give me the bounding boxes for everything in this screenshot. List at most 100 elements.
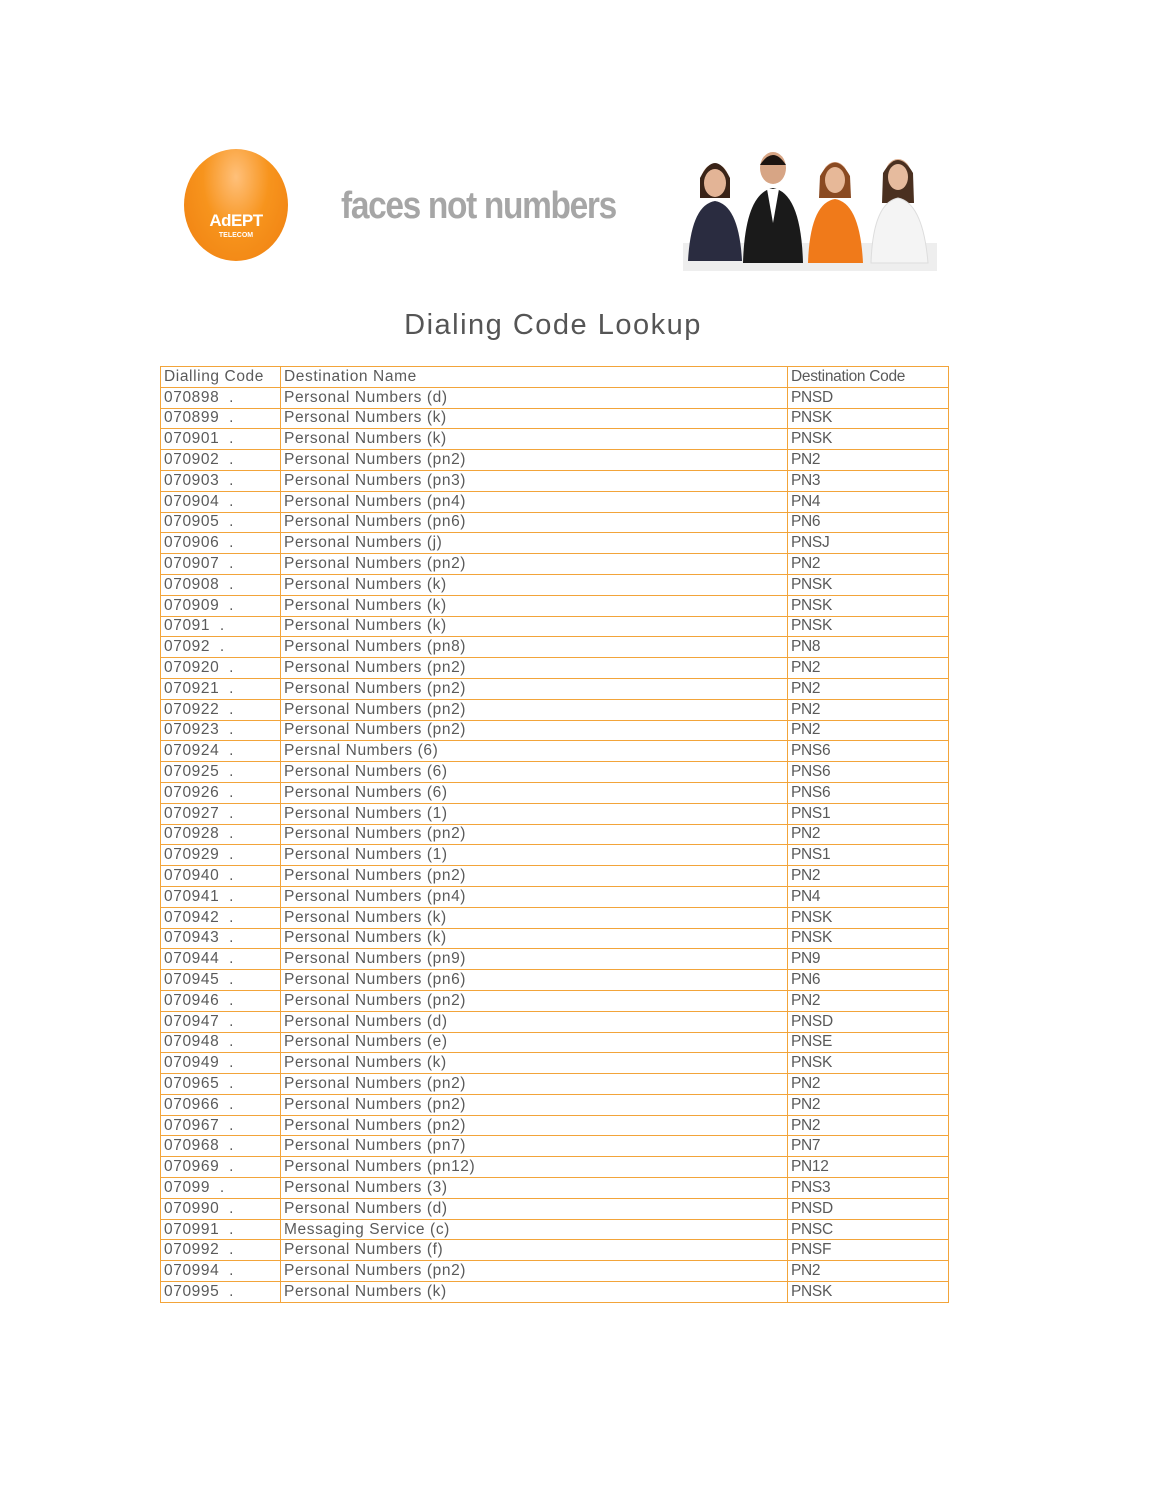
table-row: 070928 . Personal Numbers (pn2) PN2: [160, 823, 949, 846]
destination-code-cell: PN2: [787, 719, 949, 742]
destination-code-cell: PNSK: [787, 927, 949, 950]
destination-code-cell: PN2: [787, 865, 949, 887]
header-dialling-code: Dialling Code: [160, 366, 281, 388]
table-row: 070907 . Personal Numbers (pn2) PN2: [160, 553, 949, 575]
table-row: 07091 . Personal Numbers (k) PNSK: [160, 615, 949, 638]
destination-code-cell: PNSK: [787, 594, 949, 617]
logo-brand: AdEPT: [209, 211, 263, 230]
destination-code-cell: PN2: [787, 698, 949, 721]
destination-code-cell: PNSK: [787, 573, 949, 596]
dialling-code-cell: 070928 .: [160, 823, 281, 846]
dialling-code-cell: 070902 .: [160, 449, 281, 471]
destination-code-cell: PNSF: [787, 1239, 949, 1262]
destination-name-cell: Personal Numbers (k): [280, 573, 788, 596]
table-row: 070898 . Personal Numbers (d) PNSD: [160, 386, 949, 409]
destination-name-cell: Personal Numbers (pn2): [280, 698, 788, 721]
destination-name-cell: Personal Numbers (pn2): [280, 1073, 788, 1095]
table-row: 070965 . Personal Numbers (pn2) PN2: [160, 1073, 949, 1095]
team-photo: [683, 152, 937, 271]
table-row: 070925 . Personal Numbers (6) PNS6: [160, 761, 949, 783]
destination-name-cell: Personal Numbers (pn4): [280, 885, 788, 908]
destination-name-cell: Personal Numbers (pn2): [280, 865, 788, 887]
dialling-code-cell: 070921 .: [160, 677, 281, 700]
destination-name-cell: Personal Numbers (6): [280, 781, 788, 804]
table-row: 070921 . Personal Numbers (pn2) PN2: [160, 677, 949, 700]
dialling-code-cell: 070941 .: [160, 885, 281, 908]
dialling-code-cell: 070909 .: [160, 594, 281, 617]
page-title: Dialing Code Lookup: [404, 309, 702, 341]
table-row: 070922 . Personal Numbers (pn2) PN2: [160, 698, 949, 721]
table-row: 070926 . Personal Numbers (6) PNS6: [160, 781, 949, 804]
table-row: 070905 . Personal Numbers (pn6) PN6: [160, 511, 949, 534]
dialling-code-cell: 070901 .: [160, 428, 281, 451]
destination-name-cell: Persnal Numbers (6): [280, 740, 788, 763]
destination-code-cell: PN7: [787, 1135, 949, 1158]
dialling-code-cell: 070907 .: [160, 553, 281, 575]
dialling-code-cell: 070927 .: [160, 802, 281, 825]
dialling-code-cell: 070922 .: [160, 698, 281, 721]
table-row: 070923 . Personal Numbers (pn2) PN2: [160, 719, 949, 742]
destination-name-cell: Personal Numbers (k): [280, 906, 788, 929]
destination-code-cell: PN2: [787, 1073, 949, 1095]
destination-code-cell: PNS1: [787, 844, 949, 867]
destination-code-cell: PN4: [787, 490, 949, 513]
destination-code-cell: PN2: [787, 677, 949, 700]
table-row: 070929 . Personal Numbers (1) PNS1: [160, 844, 949, 867]
table-row: 070949 . Personal Numbers (k) PNSK: [160, 1052, 949, 1075]
table-row: 070990 . Personal Numbers (d) PNSD: [160, 1197, 949, 1220]
destination-name-cell: Personal Numbers (pn7): [280, 1135, 788, 1158]
table-row: 070940 . Personal Numbers (pn2) PN2: [160, 865, 949, 887]
dialling-code-cell: 070946 .: [160, 989, 281, 1012]
destination-code-cell: PN2: [787, 553, 949, 575]
table-row: 070992 . Personal Numbers (f) PNSF: [160, 1239, 949, 1262]
destination-name-cell: Personal Numbers (pn8): [280, 636, 788, 659]
destination-code-cell: PN12: [787, 1156, 949, 1179]
destination-code-cell: PN2: [787, 449, 949, 471]
destination-code-cell: PNSK: [787, 407, 949, 430]
table-row: 070944 . Personal Numbers (pn9) PN9: [160, 948, 949, 971]
dialling-code-cell: 07091 .: [160, 615, 281, 638]
dialling-code-cell: 070925 .: [160, 761, 281, 783]
dialling-code-cell: 07092 .: [160, 636, 281, 659]
header-destination-code: Destination Code: [787, 366, 949, 388]
table-row: 070969 . Personal Numbers (pn12) PN12: [160, 1156, 949, 1179]
dialling-code-cell: 070920 .: [160, 657, 281, 679]
header-destination-name: Destination Name: [280, 366, 788, 388]
dialling-code-cell: 070908 .: [160, 573, 281, 596]
destination-name-cell: Personal Numbers (pn2): [280, 1260, 788, 1283]
destination-name-cell: Personal Numbers (pn2): [280, 657, 788, 679]
table-row: 070903 . Personal Numbers (pn3) PN3: [160, 469, 949, 492]
destination-name-cell: Personal Numbers (k): [280, 407, 788, 430]
table-row: 070946 . Personal Numbers (pn2) PN2: [160, 989, 949, 1012]
dialling-code-cell: 070994 .: [160, 1260, 281, 1283]
destination-code-cell: PN2: [787, 1093, 949, 1116]
table-row: 070902 . Personal Numbers (pn2) PN2: [160, 449, 949, 471]
destination-code-cell: PNSJ: [787, 532, 949, 555]
destination-code-cell: PN2: [787, 1114, 949, 1137]
table-row: 070995 . Personal Numbers (k) PNSK: [160, 1281, 949, 1303]
table-header-row: Dialling Code Destination Name Destinati…: [160, 366, 949, 388]
destination-code-cell: PNS1: [787, 802, 949, 825]
destination-name-cell: Personal Numbers (j): [280, 532, 788, 555]
dialling-code-cell: 070944 .: [160, 948, 281, 971]
destination-code-cell: PN4: [787, 885, 949, 908]
destination-code-cell: PNSE: [787, 1031, 949, 1054]
tagline: faces not numbers: [341, 185, 617, 227]
dialling-code-cell: 07099 .: [160, 1177, 281, 1199]
destination-name-cell: Personal Numbers (d): [280, 1010, 788, 1033]
destination-code-cell: PNS6: [787, 740, 949, 763]
destination-name-cell: Personal Numbers (k): [280, 594, 788, 617]
destination-name-cell: Personal Numbers (pn2): [280, 719, 788, 742]
destination-name-cell: Personal Numbers (pn2): [280, 553, 788, 575]
destination-code-cell: PN2: [787, 989, 949, 1012]
destination-code-cell: PNSK: [787, 615, 949, 638]
destination-name-cell: Personal Numbers (6): [280, 761, 788, 783]
table-row: 070966 . Personal Numbers (pn2) PN2: [160, 1093, 949, 1116]
destination-name-cell: Personal Numbers (pn6): [280, 511, 788, 534]
destination-name-cell: Personal Numbers (pn9): [280, 948, 788, 971]
dialling-code-cell: 070904 .: [160, 490, 281, 513]
table-row: 070920 . Personal Numbers (pn2) PN2: [160, 657, 949, 679]
destination-code-cell: PNSK: [787, 906, 949, 929]
destination-name-cell: Personal Numbers (pn3): [280, 469, 788, 492]
destination-code-cell: PN8: [787, 636, 949, 659]
